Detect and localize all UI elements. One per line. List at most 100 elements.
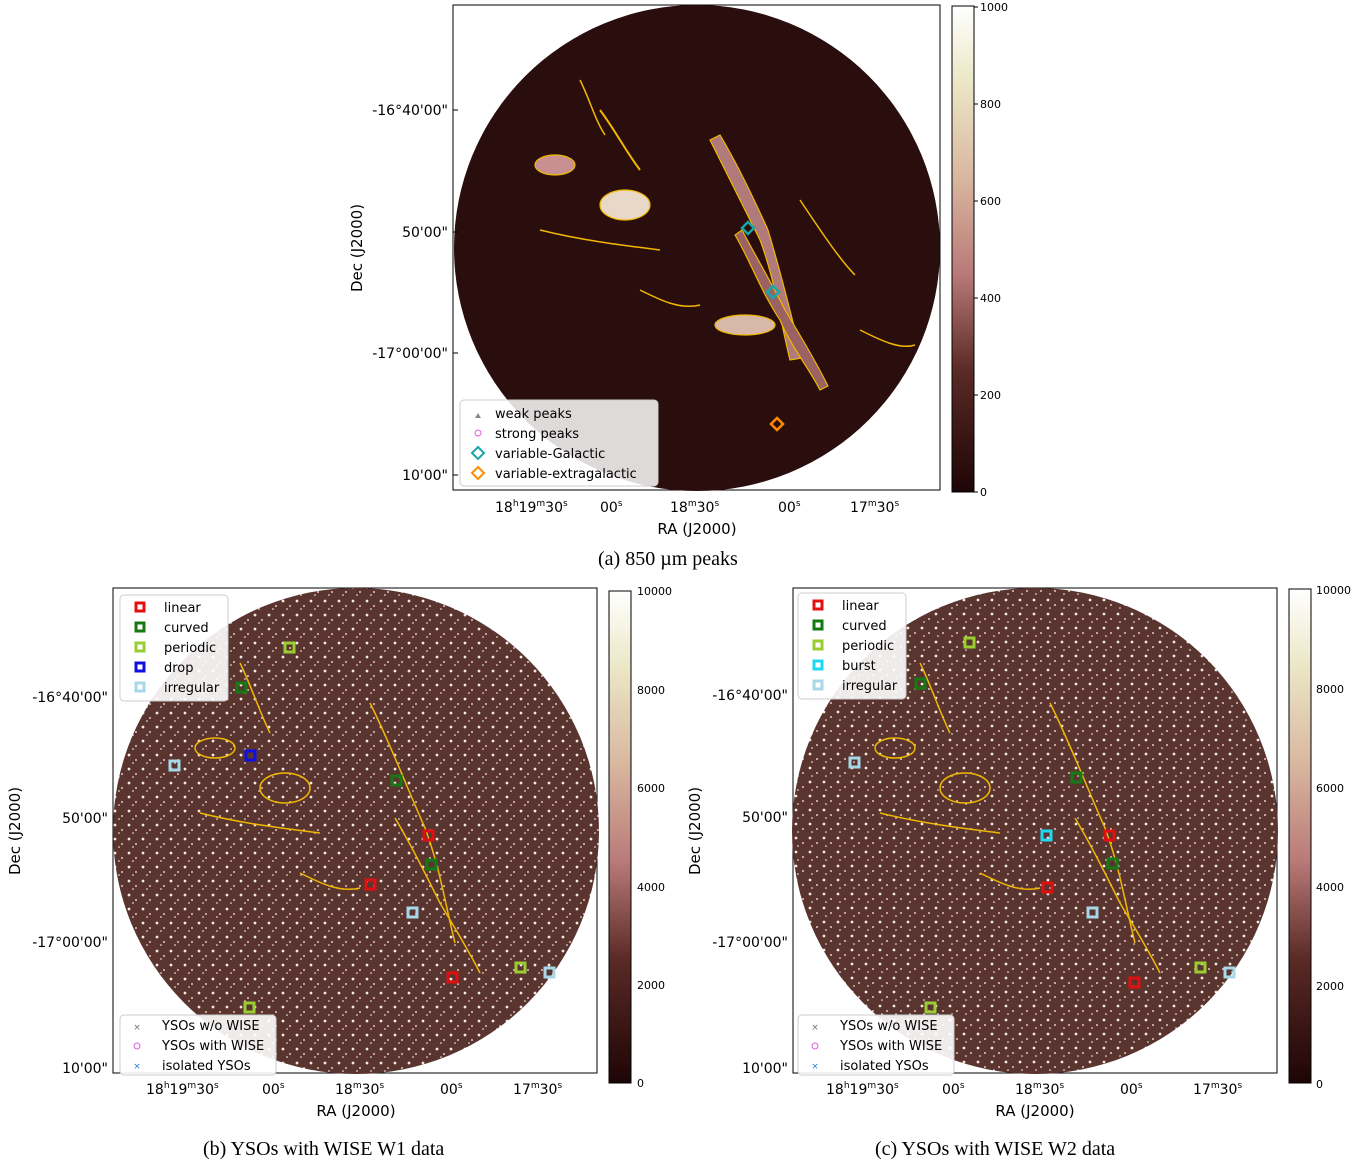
- svg-text:6000: 6000: [637, 782, 665, 795]
- svg-text:isolated YSOs: isolated YSOs: [840, 1059, 929, 1074]
- svg-text:-17°00'00": -17°00'00": [712, 935, 788, 951]
- ra-axis: 18h19m30s 00s 18m30s 00s 17m30s: [826, 1081, 1242, 1098]
- colorbar: 0 2000 4000 6000 8000 10000: [1288, 584, 1351, 1091]
- svg-text:17m30s: 17m30s: [1193, 1081, 1242, 1098]
- legend-variability: linear curved periodic drop irregular: [119, 594, 229, 702]
- ra-tick-label: 17m30s: [850, 499, 899, 516]
- x-axis-label: RA (J2000): [657, 520, 736, 538]
- svg-text:2000: 2000: [1316, 980, 1344, 993]
- svg-text:YSOs with WISE: YSOs with WISE: [161, 1039, 264, 1054]
- svg-text:×: ×: [133, 1023, 141, 1033]
- sky-image: [792, 588, 1278, 1074]
- svg-text:17m30s: 17m30s: [513, 1081, 562, 1098]
- panel-b: -16°40'00" 50'00" -17°00'00" 10'00" 18h1…: [0, 583, 680, 1143]
- svg-text:00s: 00s: [262, 1081, 285, 1098]
- svg-text:curved: curved: [842, 619, 887, 634]
- svg-text:10'00": 10'00": [742, 1061, 788, 1077]
- ra-axis: 18h19m30s 00s 18m30s 00s 17m30s: [495, 499, 899, 516]
- svg-text:irregular: irregular: [164, 681, 220, 696]
- svg-text:400: 400: [980, 292, 1001, 305]
- legend-yso: × × YSOs w/o WISE YSOs with WISE isolate…: [797, 1014, 955, 1076]
- colorbar: 0 2000 4000 6000 8000 10000: [608, 585, 672, 1090]
- svg-text:600: 600: [980, 195, 1001, 208]
- x-axis-label: RA (J2000): [316, 1102, 395, 1120]
- svg-text:18h19m30s: 18h19m30s: [146, 1081, 219, 1098]
- y-axis-label: Dec (J2000): [348, 204, 366, 292]
- svg-text:0: 0: [1316, 1078, 1323, 1091]
- dec-tick-label: -16°40'00": [372, 103, 448, 119]
- panel-c-figure: -16°40'00" 50'00" -17°00'00" 10'00" 18h1…: [686, 584, 1351, 1120]
- svg-text:10'00": 10'00": [62, 1061, 108, 1077]
- caption-b: (b) YSOs with WISE W1 data: [203, 1138, 445, 1160]
- x-axis-label: RA (J2000): [995, 1102, 1074, 1120]
- svg-text:-17°00'00": -17°00'00": [32, 935, 108, 951]
- svg-text:×: ×: [133, 1062, 141, 1072]
- legend-label: strong peaks: [495, 427, 579, 442]
- dec-tick-label: 50'00": [402, 225, 448, 241]
- legend-variability: linear curved periodic burst irregular: [797, 592, 907, 700]
- ra-tick-label: 00s: [600, 499, 623, 516]
- caption-a: (a) 850 µm peaks: [598, 548, 738, 570]
- svg-text:periodic: periodic: [842, 639, 894, 654]
- svg-text:18h19m30s: 18h19m30s: [826, 1081, 899, 1098]
- svg-text:×: ×: [811, 1062, 819, 1072]
- y-axis-label: Dec (J2000): [6, 787, 24, 875]
- svg-text:0: 0: [980, 486, 987, 499]
- variable-galactic-marker: [765, 284, 781, 300]
- svg-text:800: 800: [980, 98, 1001, 111]
- svg-text:linear: linear: [164, 601, 201, 616]
- legend-label: variable-Galactic: [495, 447, 605, 462]
- contours: [874, 662, 1161, 974]
- svg-text:10000: 10000: [1316, 584, 1351, 597]
- svg-text:curved: curved: [164, 621, 209, 636]
- legend: weak peaks strong peaks variable-Galacti…: [459, 399, 659, 487]
- yso-variability-markers: [168, 641, 556, 1014]
- svg-text:isolated YSOs: isolated YSOs: [162, 1059, 251, 1074]
- svg-text:-16°40'00": -16°40'00": [712, 688, 788, 704]
- panel-a-figure: -16°40'00" 50'00" -17°00'00" 10'00" 18h1…: [348, 1, 1008, 538]
- panel-b-figure: -16°40'00" 50'00" -17°00'00" 10'00" 18h1…: [6, 585, 672, 1120]
- svg-text:50'00": 50'00": [742, 810, 788, 826]
- yso-variability-markers: [848, 636, 1236, 1014]
- dec-axis: -16°40'00" 50'00" -17°00'00" 10'00": [372, 103, 458, 484]
- svg-text:-16°40'00": -16°40'00": [32, 690, 108, 706]
- panel-a: -16°40'00" 50'00" -17°00'00" 10'00" 18h1…: [340, 0, 1040, 545]
- ra-tick-label: 18h19m30s: [495, 499, 568, 516]
- dec-tick-label: -17°00'00": [372, 346, 448, 362]
- svg-text:1000: 1000: [980, 1, 1008, 14]
- svg-text:10000: 10000: [637, 585, 672, 598]
- svg-text:YSOs with WISE: YSOs with WISE: [839, 1039, 942, 1054]
- variable-extragalactic-marker: [769, 416, 785, 432]
- svg-text:0: 0: [637, 1077, 644, 1090]
- svg-text:irregular: irregular: [842, 679, 898, 694]
- svg-text:YSOs w/o WISE: YSOs w/o WISE: [161, 1019, 260, 1034]
- svg-text:18m30s: 18m30s: [335, 1081, 384, 1098]
- svg-text:00s: 00s: [440, 1081, 463, 1098]
- caption-c: (c) YSOs with WISE W2 data: [875, 1138, 1116, 1160]
- svg-text:2000: 2000: [637, 979, 665, 992]
- colorbar: 0 200 400 600 800 1000: [951, 1, 1008, 499]
- svg-text:YSOs w/o WISE: YSOs w/o WISE: [839, 1019, 938, 1034]
- ra-axis: 18h19m30s 00s 18m30s 00s 17m30s: [146, 1081, 562, 1098]
- dec-tick-label: 10'00": [402, 468, 448, 484]
- svg-text:00s: 00s: [1120, 1081, 1143, 1098]
- svg-text:×: ×: [811, 1023, 819, 1033]
- legend-label: weak peaks: [495, 407, 572, 422]
- svg-text:linear: linear: [842, 599, 879, 614]
- svg-text:periodic: periodic: [164, 641, 216, 656]
- svg-text:50'00": 50'00": [62, 811, 108, 827]
- svg-text:200: 200: [980, 389, 1001, 402]
- ra-tick-label: 00s: [778, 499, 801, 516]
- svg-text:burst: burst: [842, 659, 876, 674]
- dec-axis: -16°40'00" 50'00" -17°00'00" 10'00": [32, 690, 108, 1077]
- svg-text:8000: 8000: [1316, 683, 1344, 696]
- y-axis-label: Dec (J2000): [686, 787, 704, 875]
- svg-text:6000: 6000: [1316, 782, 1344, 795]
- svg-text:4000: 4000: [1316, 881, 1344, 894]
- variable-galactic-marker: [740, 220, 756, 236]
- legend-label: variable-extragalactic: [495, 467, 637, 482]
- panel-c: -16°40'00" 50'00" -17°00'00" 10'00" 18h1…: [680, 583, 1370, 1143]
- dec-axis: -16°40'00" 50'00" -17°00'00" 10'00": [712, 688, 788, 1077]
- svg-text:8000: 8000: [637, 684, 665, 697]
- svg-text:4000: 4000: [637, 881, 665, 894]
